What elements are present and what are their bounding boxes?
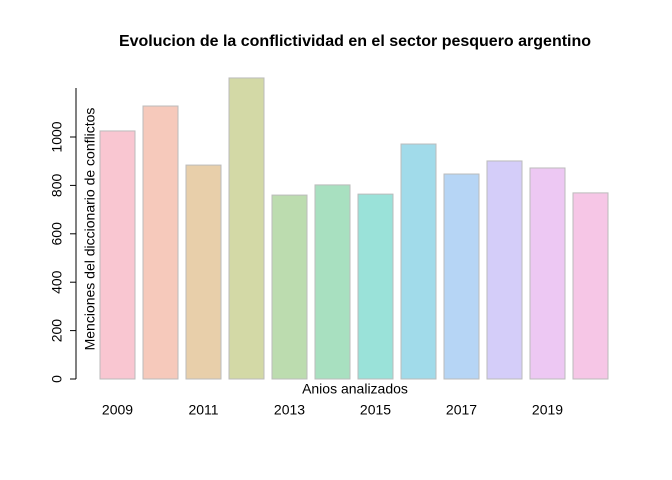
x-axis-label: Anios analizados — [302, 381, 408, 397]
y-tick-label: 1000 — [49, 121, 65, 152]
x-tick-label: 2017 — [446, 402, 477, 418]
y-tick-label: 400 — [49, 270, 65, 294]
bar — [486, 160, 523, 380]
x-tick-label: 2019 — [532, 402, 563, 418]
bar — [271, 194, 308, 380]
x-tick-label: 2011 — [188, 402, 218, 418]
y-tick-label: 600 — [49, 222, 65, 246]
y-tick-label: 200 — [49, 319, 65, 343]
bar — [99, 130, 136, 380]
y-tick-label: 0 — [49, 375, 65, 383]
bar — [357, 193, 394, 380]
bar — [185, 164, 222, 380]
bar — [228, 77, 265, 380]
bar — [572, 192, 609, 380]
bar — [400, 143, 437, 380]
bar — [529, 167, 566, 380]
y-axis-label: Menciones del diccionario de conflictos — [82, 108, 98, 351]
x-tick-label: 2015 — [360, 402, 391, 418]
x-tick-label: 2013 — [274, 402, 305, 418]
bar — [142, 105, 179, 380]
y-tick-label: 800 — [49, 174, 65, 198]
chart-title: Evolucion de la conflictividad en el sec… — [119, 33, 591, 50]
x-tick-label: 2009 — [102, 402, 133, 418]
bar — [443, 173, 480, 380]
bar — [314, 184, 351, 380]
